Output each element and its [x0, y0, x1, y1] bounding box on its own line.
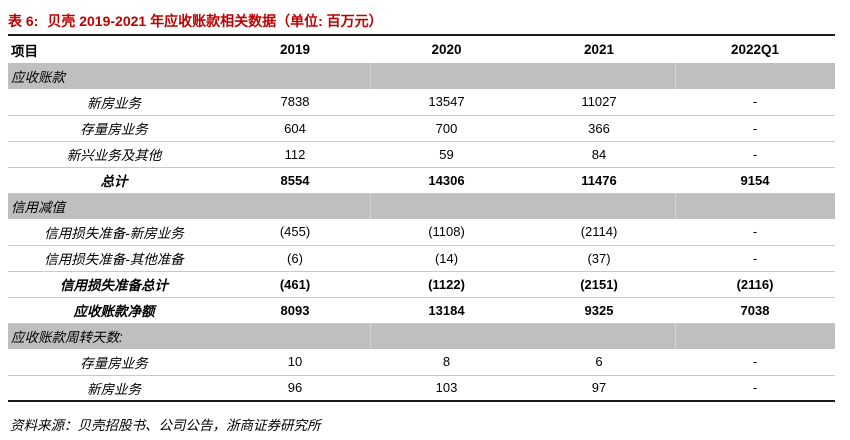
value-cell: 112 — [284, 146, 306, 162]
table-row-total: 应收账款净额 8093 13184 9325 7038 — [8, 297, 835, 323]
value-cell: (1122) — [428, 276, 465, 292]
value-cell: 97 — [591, 380, 607, 396]
value-cell: - — [752, 94, 758, 110]
table-row-total: 总计 8554 14306 11476 9154 — [8, 167, 835, 193]
value-cell: 8554 — [280, 172, 310, 188]
value-cell: 103 — [435, 380, 458, 396]
value-cell: 59 — [439, 146, 454, 162]
value-cell: 84 — [591, 146, 607, 162]
header-row: 项目 2019 2020 2021 2022Q1 — [8, 35, 835, 63]
table-row-total: 信用损失准备总计 (461) (1122) (2151) (2116) — [8, 271, 835, 297]
value-cell: 13547 — [428, 94, 465, 110]
empty-cell — [523, 63, 676, 89]
row-label: 新兴业务及其他 — [66, 148, 162, 163]
table-row: 信用损失准备-其他准备 (6) (14) (37) - — [8, 245, 835, 271]
value-cell: - — [752, 250, 758, 266]
value-cell: 11027 — [581, 94, 617, 110]
row-label: 存量房业务 — [80, 355, 148, 371]
value-cell: 9154 — [740, 172, 770, 188]
receivables-data-table: 项目 2019 2020 2021 2022Q1 应收账款 新房业务 7838 … — [8, 34, 835, 402]
table-row: 存量房业务 604 700 366 - — [8, 115, 835, 141]
row-label: 信用损失准备-新房业务 — [44, 225, 184, 241]
value-cell: 6 — [595, 354, 603, 370]
table-title: 表 6: 贝壳 2019-2021 年应收账款相关数据（单位: 百万元） — [8, 11, 842, 31]
value-cell: 96 — [287, 380, 303, 396]
value-cell: 11476 — [581, 172, 617, 188]
table-number-label: 表 6: — [8, 13, 39, 29]
value-cell: - — [752, 354, 758, 370]
empty-cell — [220, 323, 371, 349]
value-cell: 604 — [284, 120, 306, 136]
section-label: 信用减值 — [11, 200, 65, 216]
source-note: 资料来源：贝壳招股书、公司公告，浙商证券研究所 — [10, 418, 321, 433]
row-label: 总计 — [100, 174, 128, 189]
value-cell: 13184 — [428, 302, 465, 318]
row-label: 存量房业务 — [80, 122, 148, 137]
row-label: 信用损失准备总计 — [60, 278, 168, 293]
empty-cell — [220, 63, 371, 89]
empty-cell — [370, 193, 523, 219]
table-title-text: 贝壳 2019-2021 年应收账款相关数据（单位: 百万元） — [47, 13, 383, 29]
empty-cell — [675, 193, 835, 219]
section-label: 应收账款 — [11, 70, 65, 85]
value-cell: - — [752, 146, 758, 162]
value-cell: (37) — [587, 250, 611, 266]
value-cell: (14) — [434, 250, 459, 266]
value-cell: 7038 — [740, 302, 770, 318]
empty-cell — [370, 323, 523, 349]
value-cell: - — [752, 120, 758, 136]
row-label: 新房业务 — [87, 381, 141, 397]
table-row: 新房业务 7838 13547 11027 - — [8, 89, 835, 115]
column-header-item: 项目 — [11, 43, 38, 59]
value-cell: 700 — [435, 120, 458, 136]
value-cell: (2116) — [736, 276, 774, 292]
table-row: 信用损失准备-新房业务 (455) (1108) (2114) - — [8, 219, 835, 245]
value-cell: (6) — [287, 250, 303, 266]
empty-cell — [220, 193, 371, 219]
value-cell: (2151) — [580, 276, 618, 292]
value-cell: 8093 — [280, 302, 310, 318]
value-cell: - — [752, 224, 758, 240]
section-label: 应收账款周转天数: — [11, 330, 123, 346]
section-row-turnover-days: 应收账款周转天数: — [8, 323, 835, 349]
value-cell: 10 — [287, 354, 303, 370]
column-header-2019: 2019 — [279, 42, 311, 57]
value-cell: (1108) — [428, 224, 465, 240]
value-cell: (455) — [279, 224, 311, 240]
row-label: 应收账款净额 — [73, 304, 155, 319]
table-row: 新兴业务及其他 112 59 84 - — [8, 141, 835, 167]
empty-cell — [370, 63, 523, 89]
empty-cell — [675, 323, 835, 349]
table-row: 新房业务 96 103 97 - — [8, 375, 835, 401]
value-cell: - — [752, 380, 758, 396]
value-cell: 9325 — [584, 302, 614, 318]
section-row-receivables: 应收账款 — [8, 63, 835, 89]
value-cell: (461) — [279, 276, 311, 292]
row-label: 信用损失准备-其他准备 — [44, 252, 184, 267]
value-cell: 14306 — [428, 172, 465, 188]
row-label: 新房业务 — [87, 95, 141, 111]
value-cell: 7838 — [280, 94, 310, 110]
empty-cell — [523, 193, 676, 219]
column-header-2021: 2021 — [583, 42, 615, 57]
table-row: 存量房业务 10 8 6 - — [8, 349, 835, 375]
section-row-credit-impairment: 信用减值 — [8, 193, 835, 219]
empty-cell — [523, 323, 676, 349]
empty-cell — [675, 63, 835, 89]
value-cell: 366 — [588, 120, 610, 136]
value-cell: 8 — [442, 354, 451, 370]
value-cell: (2114) — [580, 224, 618, 240]
column-header-2020: 2020 — [431, 42, 462, 57]
column-header-2022q1: 2022Q1 — [730, 42, 780, 57]
